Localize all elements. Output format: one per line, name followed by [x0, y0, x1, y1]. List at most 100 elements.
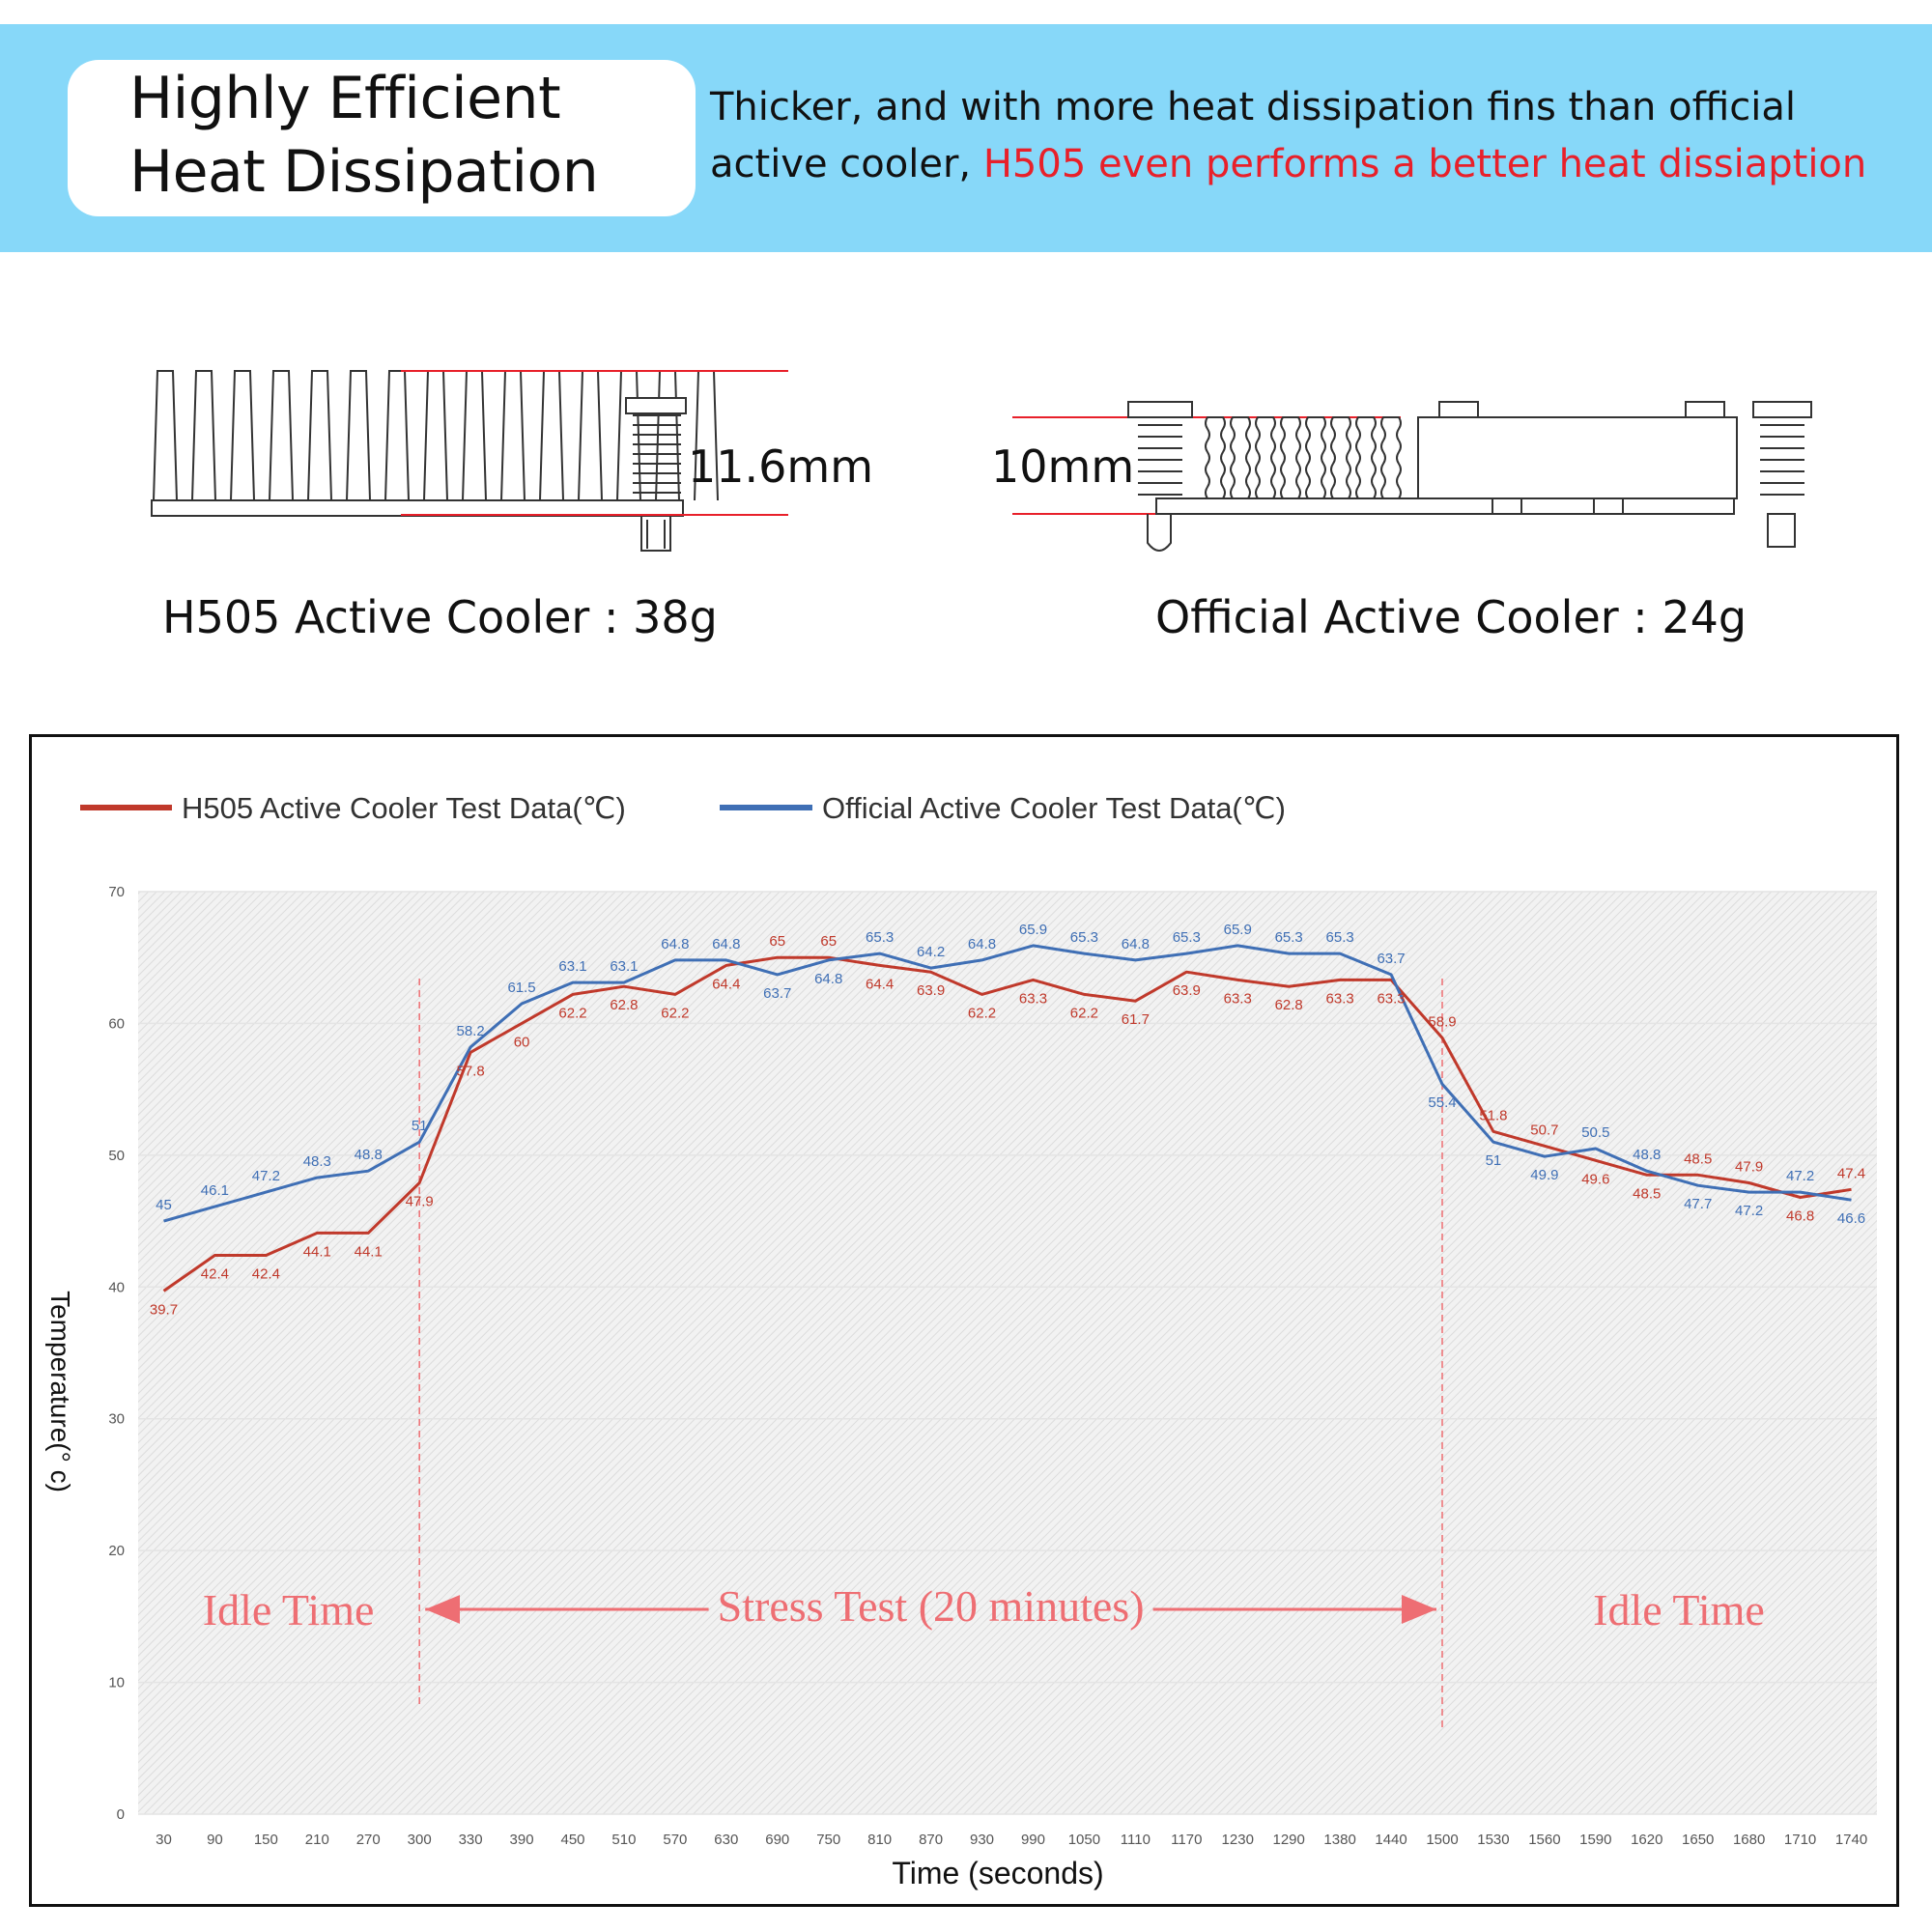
y-tick-label: 20	[108, 1543, 125, 1559]
x-axis-title: Time (seconds)	[892, 1856, 1103, 1890]
data-label-h505: 65	[769, 933, 785, 950]
data-label-h505: 51.8	[1479, 1107, 1507, 1123]
data-label-official: 61.5	[507, 980, 535, 996]
data-label-h505: 48.5	[1633, 1185, 1661, 1202]
data-label-official: 63.1	[610, 958, 638, 975]
data-label-official: 47.2	[1735, 1203, 1763, 1219]
official-weight-label: Official Active Cooler : 24g	[1155, 591, 1747, 643]
x-tick-label: 390	[510, 1832, 534, 1848]
x-tick-label: 300	[408, 1832, 432, 1848]
y-tick-label: 30	[108, 1411, 125, 1428]
data-label-official: 65.3	[866, 929, 894, 946]
h505-fin	[269, 370, 294, 501]
description-red-part: H505 even performs a better heat dissiap…	[982, 142, 1867, 186]
official-fin	[1355, 416, 1377, 499]
y-tick-label: 60	[108, 1015, 125, 1032]
data-label-h505: 46.8	[1786, 1208, 1814, 1225]
x-tick-label: 990	[1021, 1832, 1045, 1848]
data-label-official: 47.7	[1684, 1196, 1712, 1212]
data-label-h505: 47.9	[406, 1194, 434, 1210]
official-dimension-label: 10mm	[991, 440, 1135, 493]
x-tick-label: 1500	[1426, 1832, 1458, 1848]
x-tick-label: 1110	[1121, 1832, 1151, 1848]
x-tick-label: 1380	[1323, 1832, 1355, 1848]
data-label-official: 65.3	[1275, 929, 1303, 946]
data-label-official: 46.6	[1837, 1210, 1865, 1227]
data-label-h505: 42.4	[252, 1266, 280, 1283]
x-tick-label: 810	[867, 1832, 892, 1848]
x-tick-label: 90	[207, 1832, 223, 1848]
data-label-h505: 42.4	[201, 1266, 229, 1283]
x-tick-label: 1440	[1375, 1832, 1406, 1848]
description-black-part: active cooler,	[710, 142, 983, 186]
plot-area	[138, 892, 1877, 1814]
data-label-official: 63.1	[558, 958, 586, 975]
x-tick-label: 1560	[1528, 1832, 1560, 1848]
x-tick-label: 1530	[1477, 1832, 1509, 1848]
x-tick-label: 930	[970, 1832, 994, 1848]
data-label-h505: 62.2	[558, 1005, 586, 1021]
y-axis-title: Temperature(° c)	[45, 1291, 75, 1492]
series-lines	[162, 944, 1852, 1293]
x-tick-label: 1590	[1579, 1832, 1611, 1848]
data-label-official: 47.2	[1786, 1168, 1814, 1184]
idle-time-left-label: Idle Time	[203, 1585, 375, 1634]
data-label-official: 48.8	[355, 1147, 383, 1163]
data-label-h505: 58.9	[1428, 1013, 1456, 1030]
h505-cooler-drawing	[151, 370, 788, 552]
data-label-h505: 63.3	[1326, 990, 1354, 1007]
h505-weight-label: H505 Active Cooler : 38g	[162, 591, 718, 643]
data-label-official: 47.2	[252, 1168, 280, 1184]
h505-fin	[423, 370, 448, 501]
data-label-h505: 64.4	[866, 976, 894, 992]
legend: H505 Active Cooler Test Data(℃) Official …	[80, 791, 1286, 825]
data-label-h505: 44.1	[303, 1243, 331, 1260]
data-label-official: 51	[412, 1118, 428, 1134]
x-tick-label: 690	[765, 1832, 789, 1848]
official-fin	[1280, 416, 1301, 499]
data-label-h505: 48.5	[1684, 1151, 1712, 1167]
data-label-h505: 61.7	[1122, 1011, 1150, 1028]
data-label-h505: 50.7	[1530, 1122, 1558, 1138]
x-tick-label: 1290	[1272, 1832, 1304, 1848]
data-label-h505: 47.9	[1735, 1159, 1763, 1176]
data-label-h505: 60	[514, 1034, 530, 1050]
data-label-h505: 62.2	[1070, 1005, 1098, 1021]
h505-fin	[346, 370, 371, 501]
data-label-h505: 62.2	[968, 1005, 996, 1021]
y-tick-label: 0	[117, 1806, 125, 1823]
y-tick-label: 70	[108, 884, 125, 900]
official-fin	[1230, 416, 1251, 499]
annotations: Idle Time Stress Test (20 minutes) Idle Ti…	[203, 979, 1765, 1732]
data-label-h505: 63.9	[1173, 982, 1201, 999]
x-tick-label: 1680	[1733, 1832, 1765, 1848]
data-label-h505: 57.8	[457, 1063, 485, 1079]
x-tick-label: 570	[663, 1832, 687, 1848]
data-label-official: 65.9	[1019, 922, 1047, 938]
x-tick-label: 210	[305, 1832, 329, 1848]
x-tick-label: 1740	[1835, 1832, 1867, 1848]
data-label-official: 50.5	[1581, 1124, 1609, 1141]
h505-dimension-label: 11.6mm	[688, 440, 874, 493]
axes: 0 10 20 30 40 50 60 70 30 90 150 210 270 300 330 390 450…	[45, 884, 1867, 1890]
data-label-official: 65.3	[1326, 929, 1354, 946]
title-line-1: Highly Efficient	[129, 65, 561, 132]
x-tick-label: 270	[356, 1832, 381, 1848]
h505-fin	[578, 370, 603, 501]
x-tick-label: 30	[156, 1832, 172, 1848]
grid-lines	[138, 891, 1877, 1815]
h505-fin	[539, 370, 564, 501]
h505-fin	[191, 370, 216, 501]
data-label-official: 65.3	[1173, 929, 1201, 946]
data-label-official: 48.8	[1633, 1147, 1661, 1163]
data-label-official: 64.8	[661, 936, 689, 952]
x-tick-label: 870	[919, 1832, 943, 1848]
data-label-official: 58.2	[457, 1023, 485, 1039]
data-labels: 39.7 42.4 42.4 44.1 44.1 47.9 57.8 60 62.2 62.8 62…	[150, 922, 1865, 1318]
idle-time-right-label: Idle Time	[1593, 1585, 1765, 1634]
x-tick-label: 1230	[1222, 1832, 1254, 1848]
temperature-chart: Idle Time Stress Test (20 minutes) Idle Ti…	[45, 791, 1877, 1890]
x-tick-label: 330	[459, 1832, 483, 1848]
h505-fin	[307, 370, 332, 501]
x-tick-label: 1170	[1171, 1832, 1202, 1848]
